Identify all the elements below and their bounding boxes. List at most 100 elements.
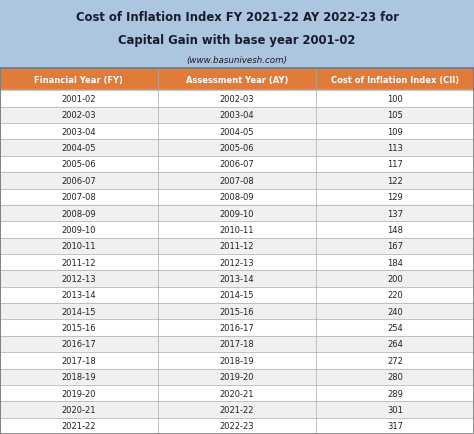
Text: 2015-16: 2015-16 [219,307,254,316]
Bar [0,369,158,385]
Bar [0,173,158,189]
Bar [316,189,474,205]
Bar [0,222,158,238]
Bar [316,385,474,401]
Bar [316,69,474,91]
Text: 2005-06: 2005-06 [62,160,96,169]
Text: 122: 122 [387,177,403,185]
Text: 2011-12: 2011-12 [219,242,254,251]
Bar [158,69,316,91]
Bar [158,352,316,369]
Text: 2003-04: 2003-04 [62,128,96,136]
Bar [0,69,158,91]
Text: 2012-13: 2012-13 [219,258,254,267]
Text: 2011-12: 2011-12 [62,258,96,267]
Bar [316,418,474,434]
Bar [316,287,474,303]
Bar [0,69,474,434]
Text: 2009-10: 2009-10 [62,225,96,234]
Bar [158,140,316,156]
Bar [0,91,158,108]
Text: Assessment Year (AY): Assessment Year (AY) [186,76,288,84]
Text: 117: 117 [387,160,403,169]
Bar [158,287,316,303]
Text: 2013-14: 2013-14 [219,274,254,283]
Bar [158,271,316,287]
Bar [158,189,316,205]
Text: 2020-21: 2020-21 [219,389,254,398]
Text: 2016-17: 2016-17 [219,323,254,332]
Bar [0,108,158,124]
Bar [0,254,158,271]
Text: 2010-11: 2010-11 [219,225,254,234]
Text: Financial Year (FY): Financial Year (FY) [35,76,123,84]
Bar [158,254,316,271]
Text: 2006-07: 2006-07 [62,177,96,185]
Bar [316,108,474,124]
Text: 2013-14: 2013-14 [62,291,96,300]
Text: 184: 184 [387,258,403,267]
Bar [316,320,474,336]
Text: 2017-18: 2017-18 [62,356,96,365]
Text: 2010-11: 2010-11 [62,242,96,251]
Text: 2014-15: 2014-15 [62,307,96,316]
Text: 2012-13: 2012-13 [62,274,96,283]
Text: 2021-22: 2021-22 [62,421,96,431]
Text: 109: 109 [387,128,403,136]
Text: 2018-19: 2018-19 [62,372,96,381]
Bar [158,336,316,352]
Bar [316,205,474,222]
Bar [158,173,316,189]
Text: 2009-10: 2009-10 [219,209,254,218]
Bar [0,205,158,222]
Bar [0,401,158,418]
Bar [0,320,158,336]
Bar [158,369,316,385]
Text: 2020-21: 2020-21 [62,405,96,414]
Bar [0,0,474,69]
Text: 148: 148 [387,225,403,234]
Text: 2004-05: 2004-05 [62,144,96,153]
Bar [158,418,316,434]
Bar [316,222,474,238]
Bar [158,124,316,140]
Bar [0,418,158,434]
Bar [316,369,474,385]
Text: 2003-04: 2003-04 [219,111,254,120]
Text: 2019-20: 2019-20 [219,372,254,381]
Bar [0,287,158,303]
Bar [0,124,158,140]
Text: 2002-03: 2002-03 [62,111,96,120]
Text: 2016-17: 2016-17 [62,340,96,349]
Text: 2007-08: 2007-08 [219,177,254,185]
Text: 289: 289 [387,389,403,398]
Text: 317: 317 [387,421,403,431]
Bar [316,401,474,418]
Text: 2021-22: 2021-22 [219,405,254,414]
Text: 2022-23: 2022-23 [219,421,254,431]
Bar [316,140,474,156]
Text: 2006-07: 2006-07 [219,160,254,169]
Text: Capital Gain with base year 2001-02: Capital Gain with base year 2001-02 [118,34,356,47]
Bar [0,140,158,156]
Text: 167: 167 [387,242,403,251]
Bar [158,320,316,336]
Text: 200: 200 [387,274,403,283]
Text: 254: 254 [387,323,403,332]
Text: 2001-02: 2001-02 [62,95,96,104]
Bar [316,271,474,287]
Text: Cost of Inflation Index FY 2021-22 AY 2022-23 for: Cost of Inflation Index FY 2021-22 AY 20… [75,11,399,24]
Text: 105: 105 [387,111,403,120]
Text: 264: 264 [387,340,403,349]
Text: (www.basunivesh.com): (www.basunivesh.com) [186,56,288,65]
Bar [158,205,316,222]
Text: 2005-06: 2005-06 [219,144,254,153]
Text: Cost of Inflation Index (CII): Cost of Inflation Index (CII) [331,76,459,84]
Text: 272: 272 [387,356,403,365]
Text: 240: 240 [387,307,403,316]
Text: 2002-03: 2002-03 [219,95,254,104]
Bar [158,108,316,124]
Bar [0,271,158,287]
Text: 2004-05: 2004-05 [219,128,254,136]
Text: 301: 301 [387,405,403,414]
